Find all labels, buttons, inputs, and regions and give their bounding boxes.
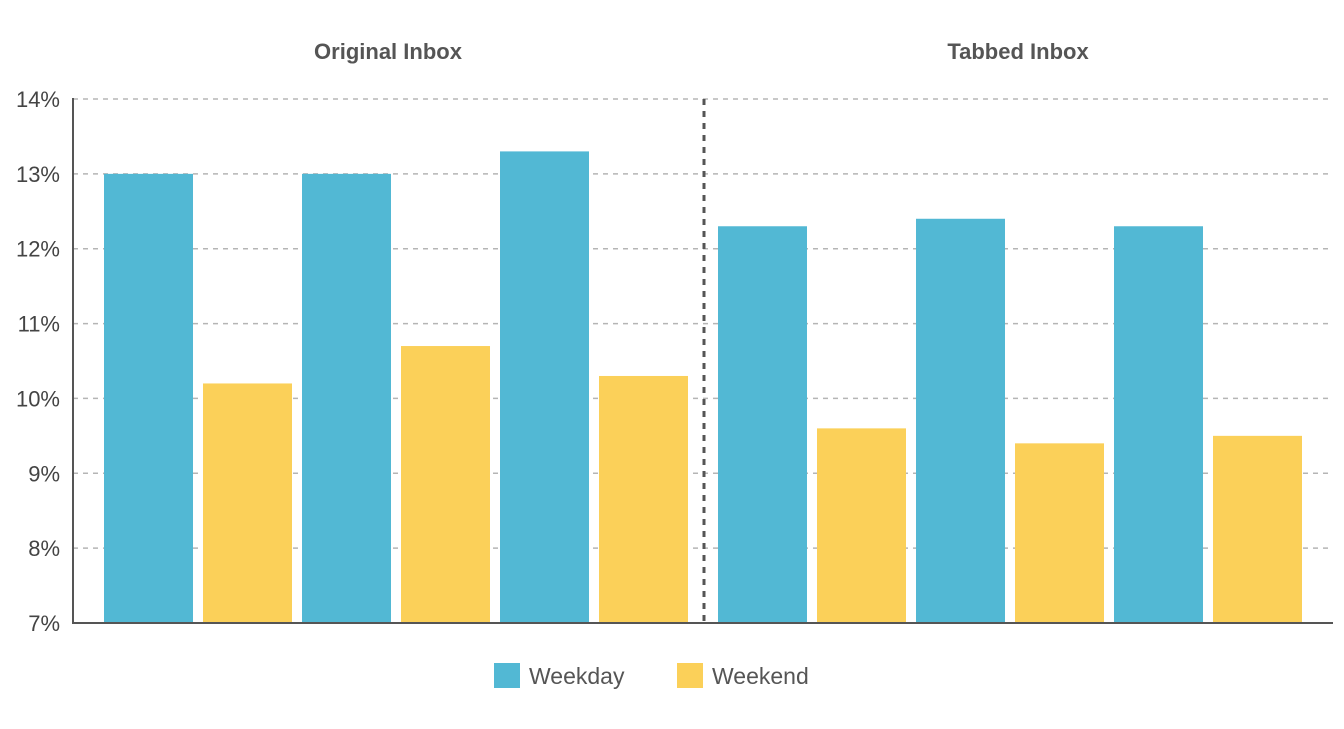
bar-weekday [1114,226,1203,623]
bar-weekday [302,173,391,623]
y-tick-label: 12% [16,237,60,262]
y-tick-label: 13% [16,162,60,187]
panel-title: Tabbed Inbox [947,39,1089,64]
bar-weekend [599,375,688,623]
legend-swatch-weekend [677,663,703,688]
bar-weekend [1213,435,1302,623]
bar-weekday [104,173,193,623]
y-tick-label: 14% [16,87,60,112]
axes [72,98,1333,624]
legend-label-weekend: Weekend [712,663,809,689]
bar-weekend [203,383,292,623]
bar-weekday [718,226,807,623]
y-tick-label: 8% [28,536,60,561]
bar-weekday [500,151,589,623]
bar-weekend [817,428,906,623]
legend-label-weekday: Weekday [529,663,625,689]
y-tick-labels: 7% 8% 9% 10% 11% 12% 13% 14% [16,87,60,636]
bars [104,151,1302,623]
panel-title: Original Inbox [314,39,463,64]
y-tick-label: 10% [16,386,60,411]
bar-weekend [1015,443,1104,623]
y-tick-label: 11% [18,312,60,337]
panel-titles: Original Inbox Tabbed Inbox [314,39,1089,64]
y-tick-label: 7% [28,611,60,636]
legend: Weekday Weekend [494,663,809,689]
y-tick-label: 9% [28,461,60,486]
bar-weekend [401,346,490,623]
bar-weekday [916,218,1005,623]
legend-swatch-weekday [494,663,520,688]
